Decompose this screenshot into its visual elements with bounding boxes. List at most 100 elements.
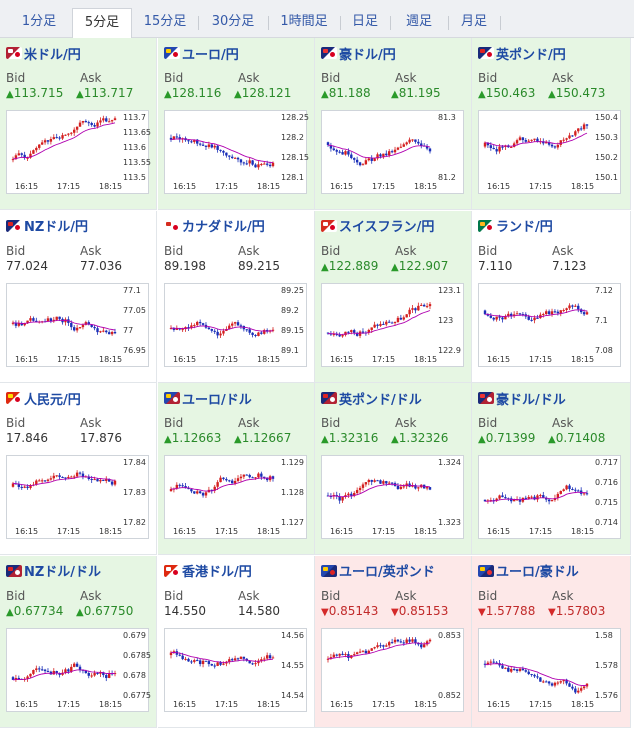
y-tick-label: 0.853 bbox=[438, 630, 461, 640]
tab-weekly[interactable]: 週足 bbox=[390, 8, 449, 38]
candle-body bbox=[216, 482, 219, 487]
pair-link[interactable]: 米ドル/円 bbox=[6, 44, 81, 63]
candle-body bbox=[344, 495, 347, 497]
candle-body bbox=[17, 153, 21, 156]
candle-body bbox=[242, 474, 246, 477]
candle-body bbox=[219, 661, 222, 665]
pair-link[interactable]: 人民元/円 bbox=[6, 389, 81, 408]
candle-body bbox=[370, 647, 373, 651]
candle-body bbox=[228, 325, 231, 329]
pair-link[interactable]: 英ポンド/ドル bbox=[321, 389, 422, 408]
candlestick-chart[interactable]: 89.25 89.2 89.15 89.1 16:15 17:15 18:15 bbox=[164, 282, 307, 367]
candlestick-chart[interactable]: 0.679 0.6785 0.678 0.6775 16:15 17:15 18:15 bbox=[6, 627, 151, 712]
trend-arrow-icon: ▲ bbox=[321, 261, 329, 273]
candle-body bbox=[198, 491, 202, 494]
candle-body bbox=[344, 331, 347, 335]
candle-body bbox=[213, 665, 216, 667]
tab-15min[interactable]: 15分足 bbox=[132, 8, 199, 38]
candle-body bbox=[579, 128, 583, 130]
ask-label: Ask bbox=[238, 416, 260, 430]
candlestick-chart[interactable]: 113.7 113.65 113.6 113.55 113.5 16:15 17:15 18:… bbox=[6, 110, 151, 194]
trend-arrow-icon: ▲ bbox=[478, 434, 486, 445]
tab-daily[interactable]: 日足 bbox=[340, 8, 391, 38]
candle-body bbox=[559, 309, 562, 313]
candle-body bbox=[178, 327, 181, 330]
candle-body bbox=[75, 327, 79, 330]
y-tick-label: 17.84 bbox=[123, 458, 146, 467]
tab-1min[interactable]: 1分足 bbox=[6, 8, 73, 38]
pair-link[interactable]: カナダドル/円 bbox=[164, 217, 265, 235]
candle-body bbox=[329, 145, 333, 149]
pair-link[interactable]: ユーロ/豪ドル bbox=[478, 562, 579, 580]
candlestick-chart[interactable]: 7.12 7.1 7.08 16:15 17:15 18:15 bbox=[478, 282, 621, 367]
candlestick-chart[interactable]: 0.717 0.716 0.715 0.714 16:15 17:15 18:15 bbox=[478, 455, 621, 539]
candle-body bbox=[11, 676, 15, 680]
pair-link[interactable]: NZドル/ドル bbox=[6, 562, 101, 580]
candlestick-chart[interactable]: 0.853 0.852 16:15 17:15 18:15 bbox=[321, 627, 464, 712]
currency-card: カナダドル/円 Bid Ask 89.198 89.215 89.25 89.2 8… bbox=[158, 210, 315, 383]
pair-link[interactable]: ユーロ/ドル bbox=[164, 389, 252, 408]
candle-body bbox=[254, 662, 257, 664]
candle-body bbox=[402, 316, 405, 320]
pair-link[interactable]: 豪ドル/ドル bbox=[478, 389, 566, 408]
candle-body bbox=[498, 316, 501, 318]
x-tick-label: 16:15 bbox=[330, 182, 354, 191]
candle-body bbox=[222, 477, 225, 479]
y-tick-label: 0.714 bbox=[595, 518, 618, 527]
pair-link[interactable]: NZドル/円 bbox=[6, 217, 88, 235]
candlestick-chart[interactable]: 81.3 81.2 16:15 17:15 18:15 bbox=[321, 110, 464, 194]
ask-value: ▲122.907 bbox=[391, 258, 449, 273]
candlestick-chart[interactable]: 1.129 1.128 1.127 16:15 17:15 18:15 bbox=[164, 455, 307, 539]
moving-average-line bbox=[327, 641, 431, 659]
candlestick-chart[interactable]: 1.58 1.578 1.576 16:15 17:15 18:15 bbox=[478, 627, 621, 712]
ask-label: Ask bbox=[80, 416, 102, 430]
bid-label: Bid bbox=[6, 243, 26, 258]
tab-5min[interactable]: 5分足 bbox=[72, 8, 132, 39]
candle-body bbox=[198, 659, 202, 664]
candle-body bbox=[510, 668, 513, 672]
candle-body bbox=[178, 137, 181, 140]
flag-icon bbox=[478, 564, 494, 577]
candle-body bbox=[222, 150, 225, 153]
candle-body bbox=[347, 493, 350, 496]
candle-body bbox=[231, 658, 234, 660]
candlestick-chart[interactable]: 128.25 128.2 128.15 128.1 16:15 17:15 18:15 bbox=[164, 110, 309, 194]
candle-body bbox=[326, 658, 330, 660]
ask-value: ▲1.32326 bbox=[391, 431, 449, 445]
candle-body bbox=[524, 140, 527, 142]
pair-link[interactable]: ユーロ/円 bbox=[164, 44, 239, 63]
candle-body bbox=[379, 323, 382, 326]
candlestick-chart[interactable]: 77.1 77.05 77 76.95 16:15 17:15 18:15 bbox=[6, 282, 149, 367]
pair-link[interactable]: ユーロ/英ポンド bbox=[321, 562, 435, 580]
currency-card: ユーロ/ドル Bid Ask ▲1.12663 ▲1.12667 1.129 1.… bbox=[158, 383, 315, 555]
tab-1hour[interactable]: 1時間足 bbox=[268, 8, 341, 38]
candle-body bbox=[29, 317, 32, 321]
pair-link[interactable]: 豪ドル/円 bbox=[321, 44, 396, 63]
candle-body bbox=[556, 144, 560, 148]
pair-link[interactable]: 香港ドル/円 bbox=[164, 562, 252, 580]
candle-body bbox=[81, 121, 85, 123]
tab-monthly[interactable]: 月足 bbox=[448, 8, 501, 38]
candle-body bbox=[90, 122, 93, 126]
candlestick-chart[interactable]: 150.4 150.3 150.2 150.1 16:15 17:15 18:15 bbox=[478, 110, 621, 194]
candle-body bbox=[78, 122, 82, 127]
candle-body bbox=[231, 156, 234, 159]
candle-body bbox=[579, 308, 583, 312]
candlestick-chart[interactable]: 14.56 14.55 14.54 16:15 17:15 18:15 bbox=[164, 627, 307, 712]
candle-body bbox=[236, 321, 240, 325]
candle-body bbox=[64, 477, 67, 479]
candle-body bbox=[52, 475, 55, 479]
y-tick-label: 0.679 bbox=[123, 630, 146, 640]
pair-link[interactable]: ランド/円 bbox=[478, 217, 553, 235]
candle-body bbox=[78, 326, 82, 328]
pair-link[interactable]: 英ポンド/円 bbox=[478, 44, 566, 63]
candle-body bbox=[169, 327, 173, 329]
candle-body bbox=[17, 483, 21, 487]
candlestick-chart[interactable]: 123.1 123 122.9 16:15 17:15 18:15 bbox=[321, 282, 464, 367]
bid-value: ▲81.188 bbox=[321, 86, 371, 100]
candle-body bbox=[105, 479, 108, 481]
candlestick-chart[interactable]: 17.84 17.83 17.82 16:15 17:15 18:15 bbox=[6, 455, 149, 539]
candlestick-chart[interactable]: 1.324 1.323 16:15 17:15 18:15 bbox=[321, 455, 464, 539]
pair-link[interactable]: スイスフラン/円 bbox=[321, 217, 434, 235]
tab-30min[interactable]: 30分足 bbox=[198, 8, 269, 38]
